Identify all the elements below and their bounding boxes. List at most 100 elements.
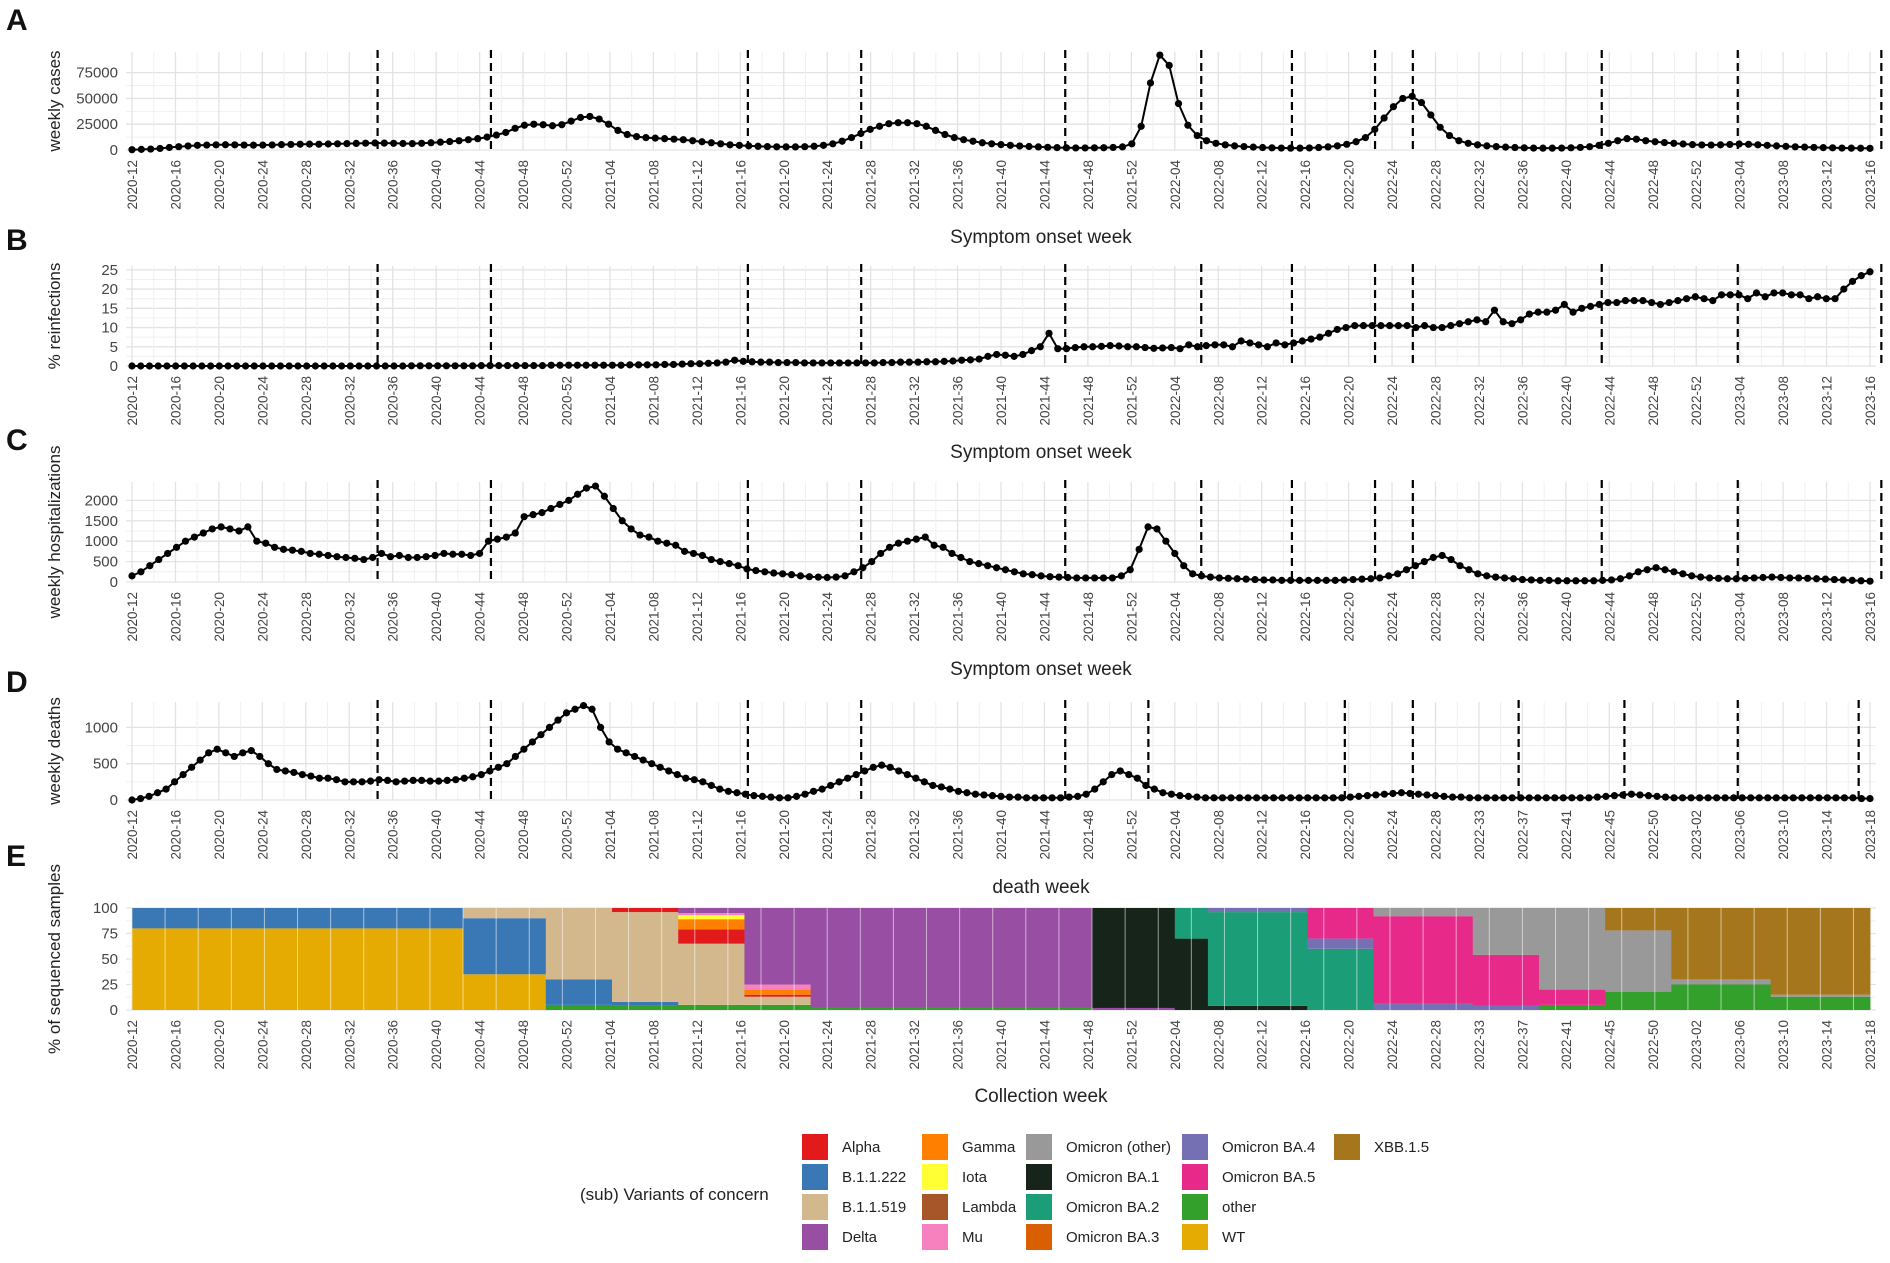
data-point [844, 774, 852, 782]
panel-letter: D [6, 666, 28, 699]
legend-swatch [1026, 1164, 1052, 1190]
stacked-bar-segment [1721, 908, 1730, 980]
x-tick-label: 2023-08 [1776, 160, 1791, 210]
stacked-bar-segment [736, 929, 745, 944]
stacked-bar-segment [140, 908, 149, 929]
x-tick-label: 2021-48 [1081, 1020, 1096, 1070]
stacked-bar-segment [901, 908, 911, 1008]
stacked-bar-segment [1398, 1003, 1407, 1010]
data-point [1202, 342, 1210, 350]
stacked-bar-segment [1025, 1007, 1035, 1010]
stacked-bar-segment [694, 915, 704, 920]
data-point [184, 142, 192, 150]
data-point [208, 525, 216, 533]
x-tick-label: 2022-20 [1342, 810, 1357, 860]
data-point [1490, 306, 1499, 314]
stacked-bar-segment [703, 1004, 712, 1010]
data-point [1492, 142, 1500, 151]
stacked-bar-segment [1050, 1007, 1060, 1010]
data-point [988, 140, 996, 148]
stacked-bar-segment [181, 928, 191, 1010]
data-point [1796, 291, 1804, 299]
stacked-bar-segment [1108, 908, 1118, 1008]
x-tick-label: 2021-36 [951, 592, 966, 642]
stacked-bar-segment [785, 996, 795, 1005]
stacked-bar-segment [297, 928, 307, 1010]
data-point [838, 137, 846, 145]
x-tick-label: 2020-20 [212, 160, 227, 210]
stacked-bar-segment [1042, 908, 1052, 1008]
stacked-bar-segment [570, 1004, 580, 1010]
data-point [128, 796, 136, 804]
stacked-bar-segment [1348, 948, 1358, 1010]
data-point [1019, 570, 1027, 578]
x-tick-label: 2020-36 [386, 376, 401, 426]
panel-letter: C [6, 424, 28, 457]
stacked-bar-segment [653, 908, 663, 913]
x-tick-label: 2021-40 [994, 810, 1009, 860]
stacked-bar-segment [355, 908, 365, 929]
data-point [1687, 794, 1695, 802]
data-point [984, 562, 992, 570]
x-tick-label: 2020-44 [473, 376, 488, 426]
y-tick-label: 1000 [85, 533, 118, 550]
x-tick-label: 2020-28 [299, 810, 314, 860]
stacked-bar-segment [909, 908, 919, 1008]
x-tick-label: 2021-40 [994, 376, 1009, 426]
stacked-bar-segment [612, 908, 621, 913]
data-point [390, 139, 398, 147]
x-tick-label: 2022-24 [1385, 592, 1400, 642]
data-point [1057, 794, 1065, 802]
data-point [791, 143, 800, 151]
data-point [155, 555, 163, 564]
stacked-bar-segment [1497, 908, 1507, 955]
stacked-bar-segment [396, 928, 406, 1010]
x-tick-label: 2020-12 [125, 1020, 140, 1070]
data-point [1866, 144, 1874, 152]
data-point [1099, 574, 1108, 582]
data-point [1165, 61, 1173, 70]
stacked-bar-segment [686, 943, 696, 1005]
stacked-bar-segment [711, 919, 721, 930]
stacked-bar-segment [1795, 994, 1805, 997]
x-tick-label: 2021-40 [994, 592, 1009, 642]
stacked-bar-segment [769, 989, 778, 995]
x-tick-label: 2022-04 [1168, 160, 1183, 210]
x-tick-label: 2020-32 [342, 592, 357, 642]
stacked-bar-segment [471, 974, 480, 1010]
stacked-bar-segment [967, 908, 977, 1008]
data-point [704, 359, 713, 367]
data-point [940, 357, 948, 365]
stacked-bar-segment [272, 908, 282, 929]
stacked-bar-segment [1017, 1007, 1027, 1010]
x-tick-label: 2020-28 [299, 376, 314, 426]
data-point [920, 778, 928, 786]
stacked-bar-segment [1298, 1005, 1308, 1010]
legend-title: (sub) Variants of concern [580, 1185, 769, 1204]
x-tick-label: 2020-24 [255, 1020, 270, 1070]
data-point [1819, 144, 1827, 152]
x-tick-label: 2021-52 [1124, 1020, 1139, 1070]
x-tick-label: 2020-44 [473, 810, 488, 860]
data-point [1429, 553, 1437, 562]
stacked-bar-segment [653, 1001, 663, 1006]
stacked-bar-segment [1191, 938, 1201, 1010]
x-tick-label: 2021-24 [820, 160, 835, 210]
stacked-bar-segment [943, 908, 952, 1008]
data-point [1730, 794, 1738, 802]
data-point [231, 141, 239, 149]
stacked-bar-segment [1423, 916, 1432, 1004]
x-tick-label: 2022-48 [1646, 160, 1661, 210]
stacked-bar-segment [669, 908, 679, 913]
data-point [511, 752, 519, 761]
data-point [271, 543, 279, 551]
data-point [537, 731, 545, 739]
stacked-bar-segment [1315, 938, 1325, 949]
stacked-bar-segment [1522, 1005, 1532, 1010]
stacked-bar-segment [934, 908, 944, 1008]
data-point [431, 551, 439, 560]
data-point [698, 138, 706, 146]
x-tick-label: 2022-24 [1385, 376, 1400, 426]
stacked-bar-segment [769, 984, 778, 990]
x-tick-label: 2021-48 [1081, 810, 1096, 860]
